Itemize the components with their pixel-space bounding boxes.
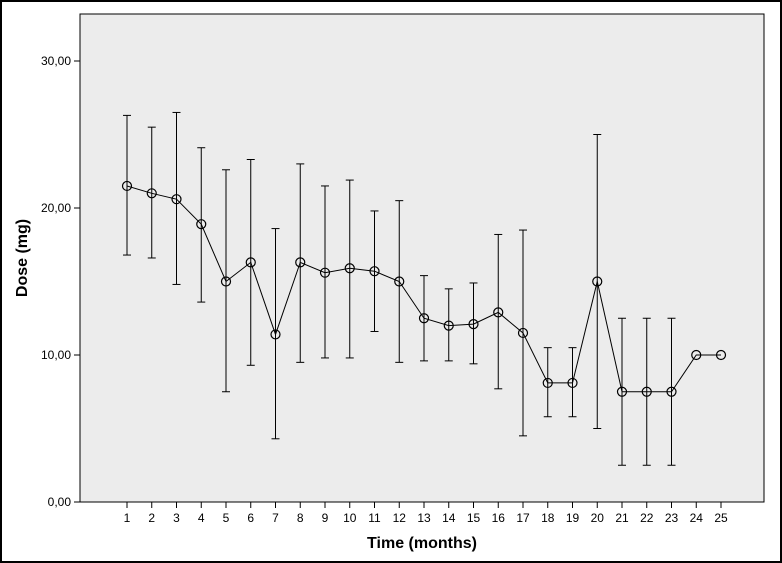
data-point [418, 313, 430, 324]
x-tick-label: 5 [223, 511, 230, 525]
x-tick-label: 10 [343, 511, 357, 525]
x-axis-title: Time (months) [367, 535, 477, 552]
data-point [443, 320, 454, 331]
x-tick-label: 20 [591, 511, 605, 525]
x-tick-label: 21 [615, 511, 629, 525]
x-tick-label: 6 [247, 511, 254, 525]
x-tick-label: 2 [148, 511, 155, 525]
x-tick-label: 14 [442, 511, 456, 525]
x-tick-label: 22 [640, 511, 654, 525]
y-axis: 0,00 10,00 20,00 30,00 [41, 54, 80, 509]
x-tick-label: 11 [368, 511, 381, 525]
x-tick-label: 1 [124, 511, 131, 525]
data-point [517, 327, 529, 339]
data-point [666, 386, 677, 397]
data-markers [121, 180, 727, 397]
data-point [691, 349, 702, 361]
y-tick-label: 30,00 [41, 54, 71, 68]
x-tick-label: 15 [467, 511, 481, 525]
y-tick-label: 10,00 [41, 348, 71, 362]
data-point [295, 257, 306, 268]
y-axis-title: Dose (mg) [14, 219, 31, 297]
x-tick-label: 8 [297, 511, 304, 525]
x-tick-label: 17 [516, 511, 530, 525]
y-tick-label: 20,00 [41, 201, 71, 215]
x-tick-label: 9 [322, 511, 329, 525]
x-tick-label: 7 [272, 511, 279, 525]
data-point [369, 266, 380, 277]
x-tick-label: 4 [198, 511, 205, 525]
data-point [344, 263, 355, 274]
x-tick-label: 16 [492, 511, 506, 525]
data-point [245, 257, 256, 268]
x-axis: 1 2 3 4 5 6 7 8 9 10 11 12 13 14 15 16 17 18 19 20 21 22 23 24 2… [124, 502, 728, 525]
x-tick-label: 3 [173, 511, 180, 525]
plot-area [79, 13, 765, 503]
series-line [126, 185, 721, 393]
data-point [121, 180, 133, 192]
data-point [715, 349, 727, 361]
data-point [592, 276, 603, 287]
data-point [270, 329, 281, 340]
data-point [196, 219, 207, 230]
data-point [220, 276, 232, 287]
data-point [493, 307, 504, 318]
x-tick-label: 24 [690, 511, 704, 525]
data-point [567, 377, 578, 389]
x-tick-label: 18 [541, 511, 555, 525]
x-tick-label: 25 [714, 511, 728, 525]
x-tick-label: 12 [393, 511, 407, 525]
data-point [319, 267, 331, 278]
data-point [394, 276, 405, 287]
data-point [171, 194, 182, 205]
data-point [468, 319, 479, 330]
y-tick-label: 0,00 [48, 495, 72, 509]
x-tick-label: 19 [566, 511, 580, 525]
data-point [542, 377, 553, 389]
x-tick-label: 23 [665, 511, 679, 525]
data-point [146, 188, 157, 199]
x-tick-label: 13 [417, 511, 431, 525]
data-point [616, 386, 628, 397]
data-point [641, 386, 652, 397]
